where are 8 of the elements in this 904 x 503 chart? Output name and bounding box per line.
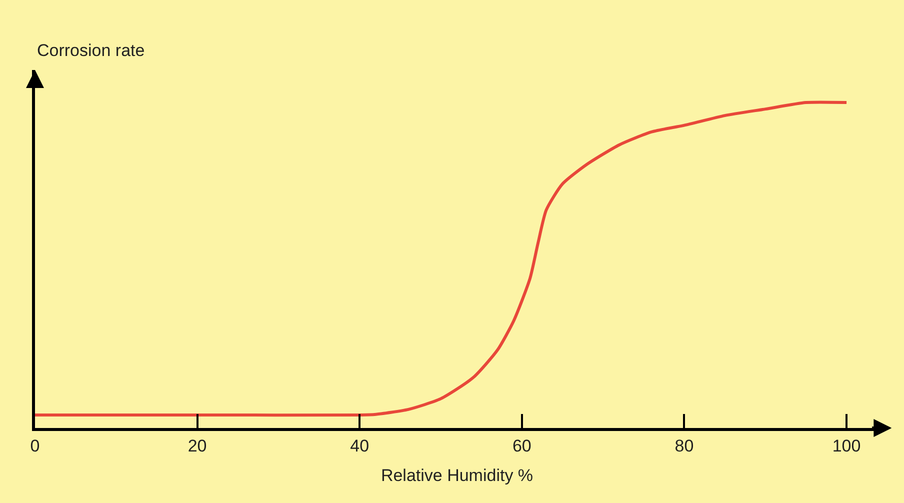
x-tick-label: 60	[512, 436, 532, 456]
x-tick-label: 80	[674, 436, 694, 456]
x-tick-label: 20	[188, 436, 207, 456]
x-tick-label: 100	[832, 436, 861, 456]
x-axis-title: Relative Humidity %	[380, 466, 534, 485]
x-tick-label: 0	[30, 436, 40, 456]
x-tick-label: 40	[350, 436, 370, 456]
y-axis-title: Corrosion rate	[37, 41, 145, 60]
